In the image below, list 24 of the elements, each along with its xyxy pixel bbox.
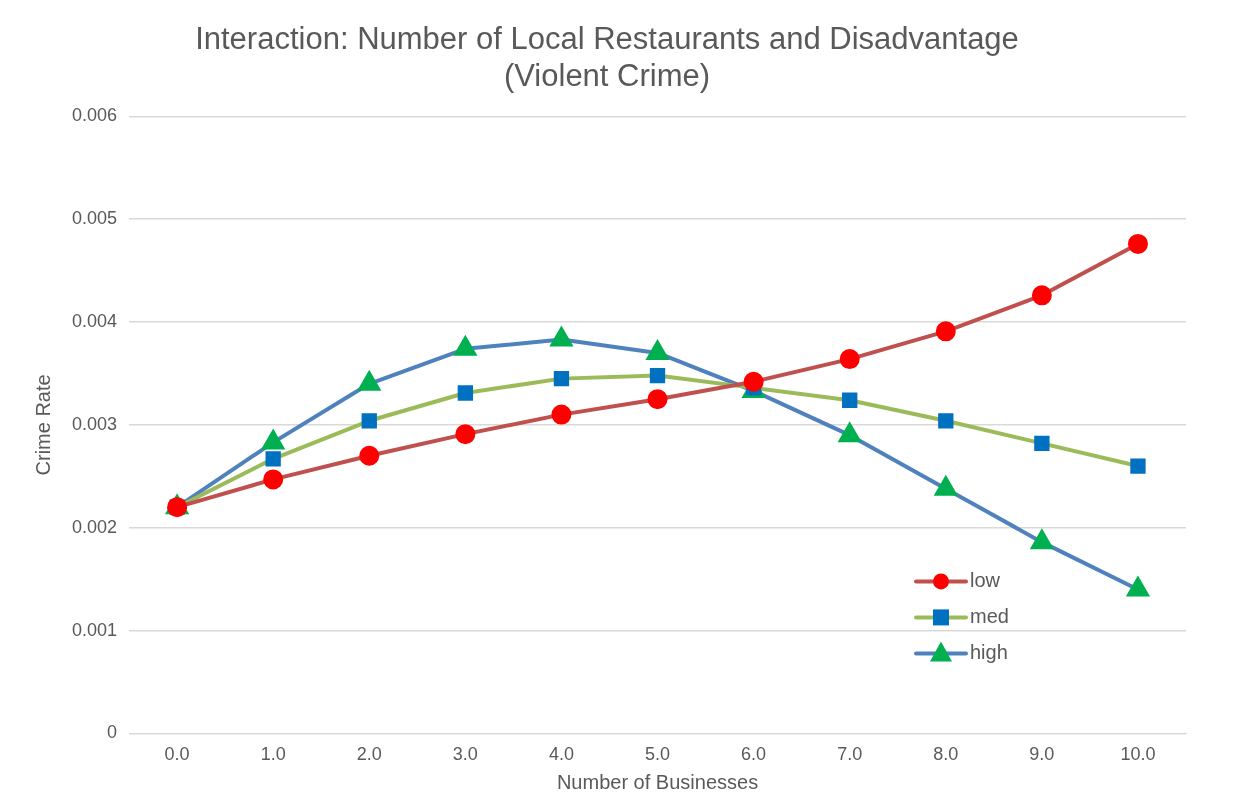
y-axis-title: Crime Rate [31, 374, 54, 476]
x-tick-label: 7.0 [837, 744, 863, 765]
x-tick-label: 2.0 [356, 744, 382, 765]
x-tick-label: 6.0 [741, 744, 767, 765]
chart-title: Interaction: Number of Local Restaurants and Disadvantage (Violent Crime) [195, 21, 1019, 94]
legend-label: low [970, 568, 1001, 591]
x-tick-label: 1.0 [260, 744, 286, 765]
x-tick-label: 9.0 [1029, 744, 1055, 765]
y-tick-label: 0.004 [72, 311, 118, 332]
y-tick-label: 0.003 [72, 413, 118, 434]
y-tick-label: 0.001 [72, 619, 118, 640]
x-tick-label: 4.0 [548, 744, 574, 765]
x-tick-label: 10.0 [1120, 744, 1156, 765]
x-axis-title: Number of Businesses [556, 770, 759, 793]
y-tick-label: 0.006 [72, 105, 118, 126]
legend-label: med [970, 604, 1009, 627]
y-tick-label: 0.005 [72, 208, 118, 229]
x-tick-label: 8.0 [933, 744, 959, 765]
legend-label: high [970, 640, 1008, 663]
x-tick-label: 3.0 [452, 744, 478, 765]
x-tick-label: 0.0 [164, 744, 190, 765]
y-tick-label: 0.002 [72, 516, 118, 537]
y-tick-label: 0 [107, 722, 118, 743]
x-tick-label: 5.0 [645, 744, 671, 765]
